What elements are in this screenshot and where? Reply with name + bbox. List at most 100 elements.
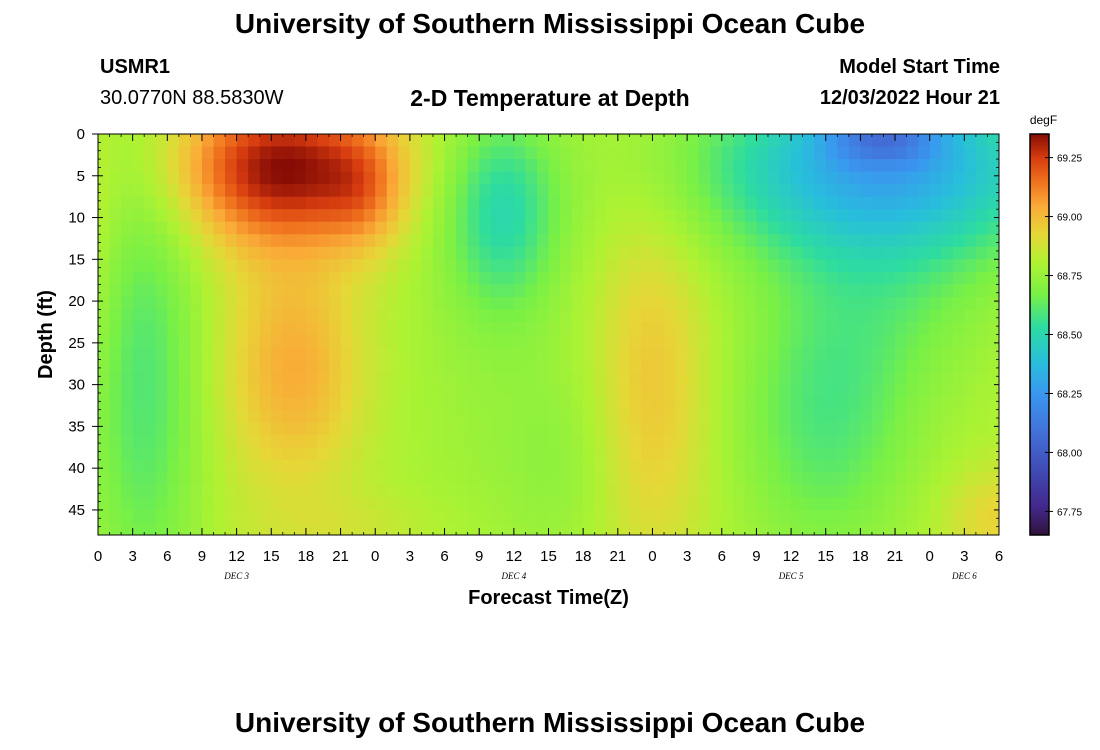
heatmap-cell xyxy=(490,284,503,298)
heatmap-cell xyxy=(606,284,619,298)
heatmap-cell xyxy=(698,209,711,223)
heatmap-cell xyxy=(109,409,122,423)
heatmap-cell xyxy=(444,246,457,260)
heatmap-cell xyxy=(444,484,457,499)
heatmap-cell xyxy=(848,296,861,311)
heatmap-cell xyxy=(444,171,457,185)
heatmap-cell xyxy=(456,484,469,499)
heatmap-cell xyxy=(398,146,411,160)
heatmap-cell xyxy=(409,221,423,235)
heatmap-cell xyxy=(617,459,630,473)
heatmap-cell xyxy=(918,459,931,473)
heatmap-cell xyxy=(444,184,457,198)
y-tick-label: 10 xyxy=(68,210,85,227)
heatmap-cell xyxy=(502,259,515,273)
heatmap-cell xyxy=(167,384,180,398)
heatmap-cell xyxy=(444,221,457,235)
heatmap-cell xyxy=(629,259,642,273)
heatmap-cell xyxy=(906,509,919,524)
heatmap-cell xyxy=(848,347,861,361)
heatmap-cell xyxy=(502,246,515,260)
heatmap-cell xyxy=(906,459,919,473)
heatmap-cell xyxy=(294,472,307,486)
heatmap-cell xyxy=(248,171,261,185)
heatmap-cell xyxy=(964,221,977,235)
heatmap-cell xyxy=(802,159,815,173)
heatmap-cell xyxy=(941,509,954,524)
heatmap-cell xyxy=(121,484,134,499)
heatmap-cell xyxy=(652,309,665,323)
heatmap-cell xyxy=(236,359,249,373)
x-tick-label: 0 xyxy=(648,548,656,565)
heatmap-cell xyxy=(837,484,850,499)
heatmap-cell xyxy=(432,447,446,461)
heatmap-cell xyxy=(109,347,122,361)
heatmap-cell xyxy=(271,146,284,160)
heatmap-cell xyxy=(918,384,931,398)
heatmap-cell xyxy=(802,409,815,423)
heatmap-cell xyxy=(225,271,238,285)
heatmap-cell xyxy=(744,422,758,436)
heatmap-cell xyxy=(479,472,492,486)
heatmap-cell xyxy=(721,159,734,173)
heatmap-cell xyxy=(721,184,734,198)
heatmap-cell xyxy=(513,347,526,361)
heatmap-cell xyxy=(525,134,538,148)
heatmap-cell xyxy=(490,509,503,524)
heatmap-cell xyxy=(848,409,861,423)
heatmap-cell xyxy=(375,522,388,535)
heatmap-cell xyxy=(548,422,561,436)
heatmap-cell xyxy=(606,259,619,273)
heatmap-cell xyxy=(791,159,804,173)
heatmap-cell xyxy=(652,296,665,311)
heatmap-cell xyxy=(421,497,434,511)
heatmap-cell xyxy=(617,434,630,448)
heatmap-cell xyxy=(421,422,434,436)
heatmap-cell xyxy=(155,472,168,486)
heatmap-cell xyxy=(248,409,261,423)
heatmap-cell xyxy=(294,447,307,461)
heatmap-cell xyxy=(895,146,908,160)
heatmap-cell xyxy=(721,234,734,248)
heatmap-cell xyxy=(918,134,931,148)
heatmap-cell xyxy=(456,321,469,336)
heatmap-cell xyxy=(305,259,319,273)
heatmap-cell xyxy=(386,221,399,235)
heatmap-cell xyxy=(802,347,815,361)
heatmap-cell xyxy=(825,259,838,273)
heatmap-cell xyxy=(329,271,342,285)
heatmap-cell xyxy=(109,221,122,235)
heatmap-cell xyxy=(329,372,342,386)
heatmap-cell xyxy=(144,234,157,248)
heatmap-cell xyxy=(271,522,284,535)
heatmap-cell xyxy=(629,447,642,461)
heatmap-cell xyxy=(987,259,999,273)
heatmap-cell xyxy=(444,146,457,160)
heatmap-cell xyxy=(837,447,850,461)
station-coordinates: 30.0770N 88.5830W xyxy=(100,87,284,109)
heatmap-cell xyxy=(98,259,111,273)
heatmap-cell xyxy=(848,309,861,323)
heatmap-cell xyxy=(791,321,804,336)
heatmap-cell xyxy=(871,347,885,361)
heatmap-cell xyxy=(860,422,873,436)
heatmap-cell xyxy=(918,296,931,311)
heatmap-cell xyxy=(617,134,630,148)
heatmap-cell xyxy=(121,284,134,298)
heatmap-cell xyxy=(571,334,584,348)
heatmap-cell xyxy=(317,196,330,210)
heatmap-cell xyxy=(918,146,931,160)
heatmap-cell xyxy=(536,309,550,323)
heatmap-cell xyxy=(513,159,526,173)
heatmap-cell xyxy=(941,146,954,160)
heatmap-cell xyxy=(756,372,769,386)
heatmap-cell xyxy=(155,359,168,373)
heatmap-cell xyxy=(352,209,365,223)
heatmap-cell xyxy=(779,509,792,524)
heatmap-cell xyxy=(560,309,573,323)
heatmap-cell xyxy=(594,397,607,411)
heatmap-cell xyxy=(456,334,469,348)
heatmap-cell xyxy=(629,184,642,198)
heatmap-cell xyxy=(698,309,711,323)
x-tick-label: 12 xyxy=(506,548,523,565)
